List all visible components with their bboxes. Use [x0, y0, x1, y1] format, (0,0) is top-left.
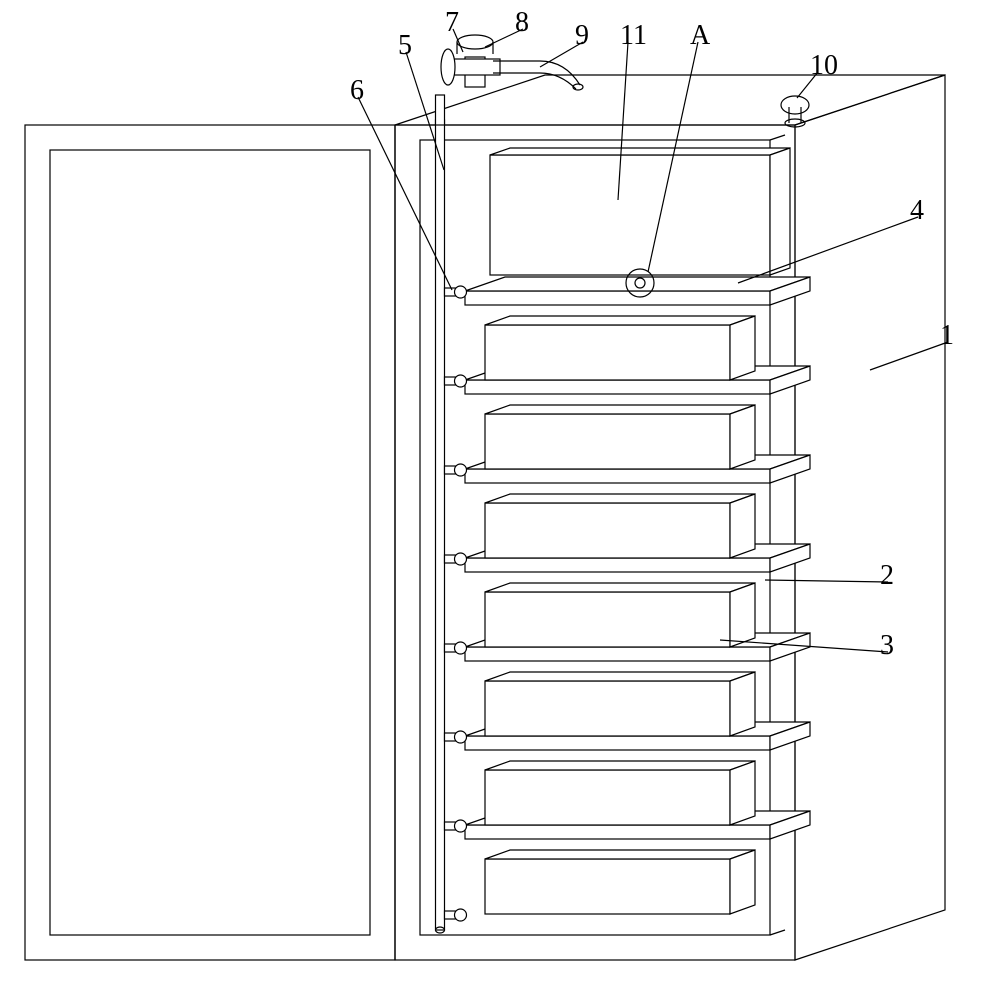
callout-label-6: 6	[350, 75, 364, 107]
callout-label-11: 11	[620, 20, 647, 52]
callout-label-4: 4	[910, 195, 924, 227]
diagram-svg	[0, 0, 985, 1000]
diagram-root: 5 6 7 8 9 11 A 10 4 1 2 3	[0, 0, 985, 1000]
callout-label-9: 9	[575, 20, 589, 52]
callout-label-1: 1	[940, 320, 954, 352]
callout-label-5: 5	[398, 30, 412, 62]
callout-label-3: 3	[880, 630, 894, 662]
callout-label-10: 10	[810, 50, 838, 82]
callout-label-2: 2	[880, 560, 894, 592]
callout-label-7: 7	[445, 7, 459, 39]
callout-label-8: 8	[515, 7, 529, 39]
callout-label-A: A	[690, 20, 710, 52]
